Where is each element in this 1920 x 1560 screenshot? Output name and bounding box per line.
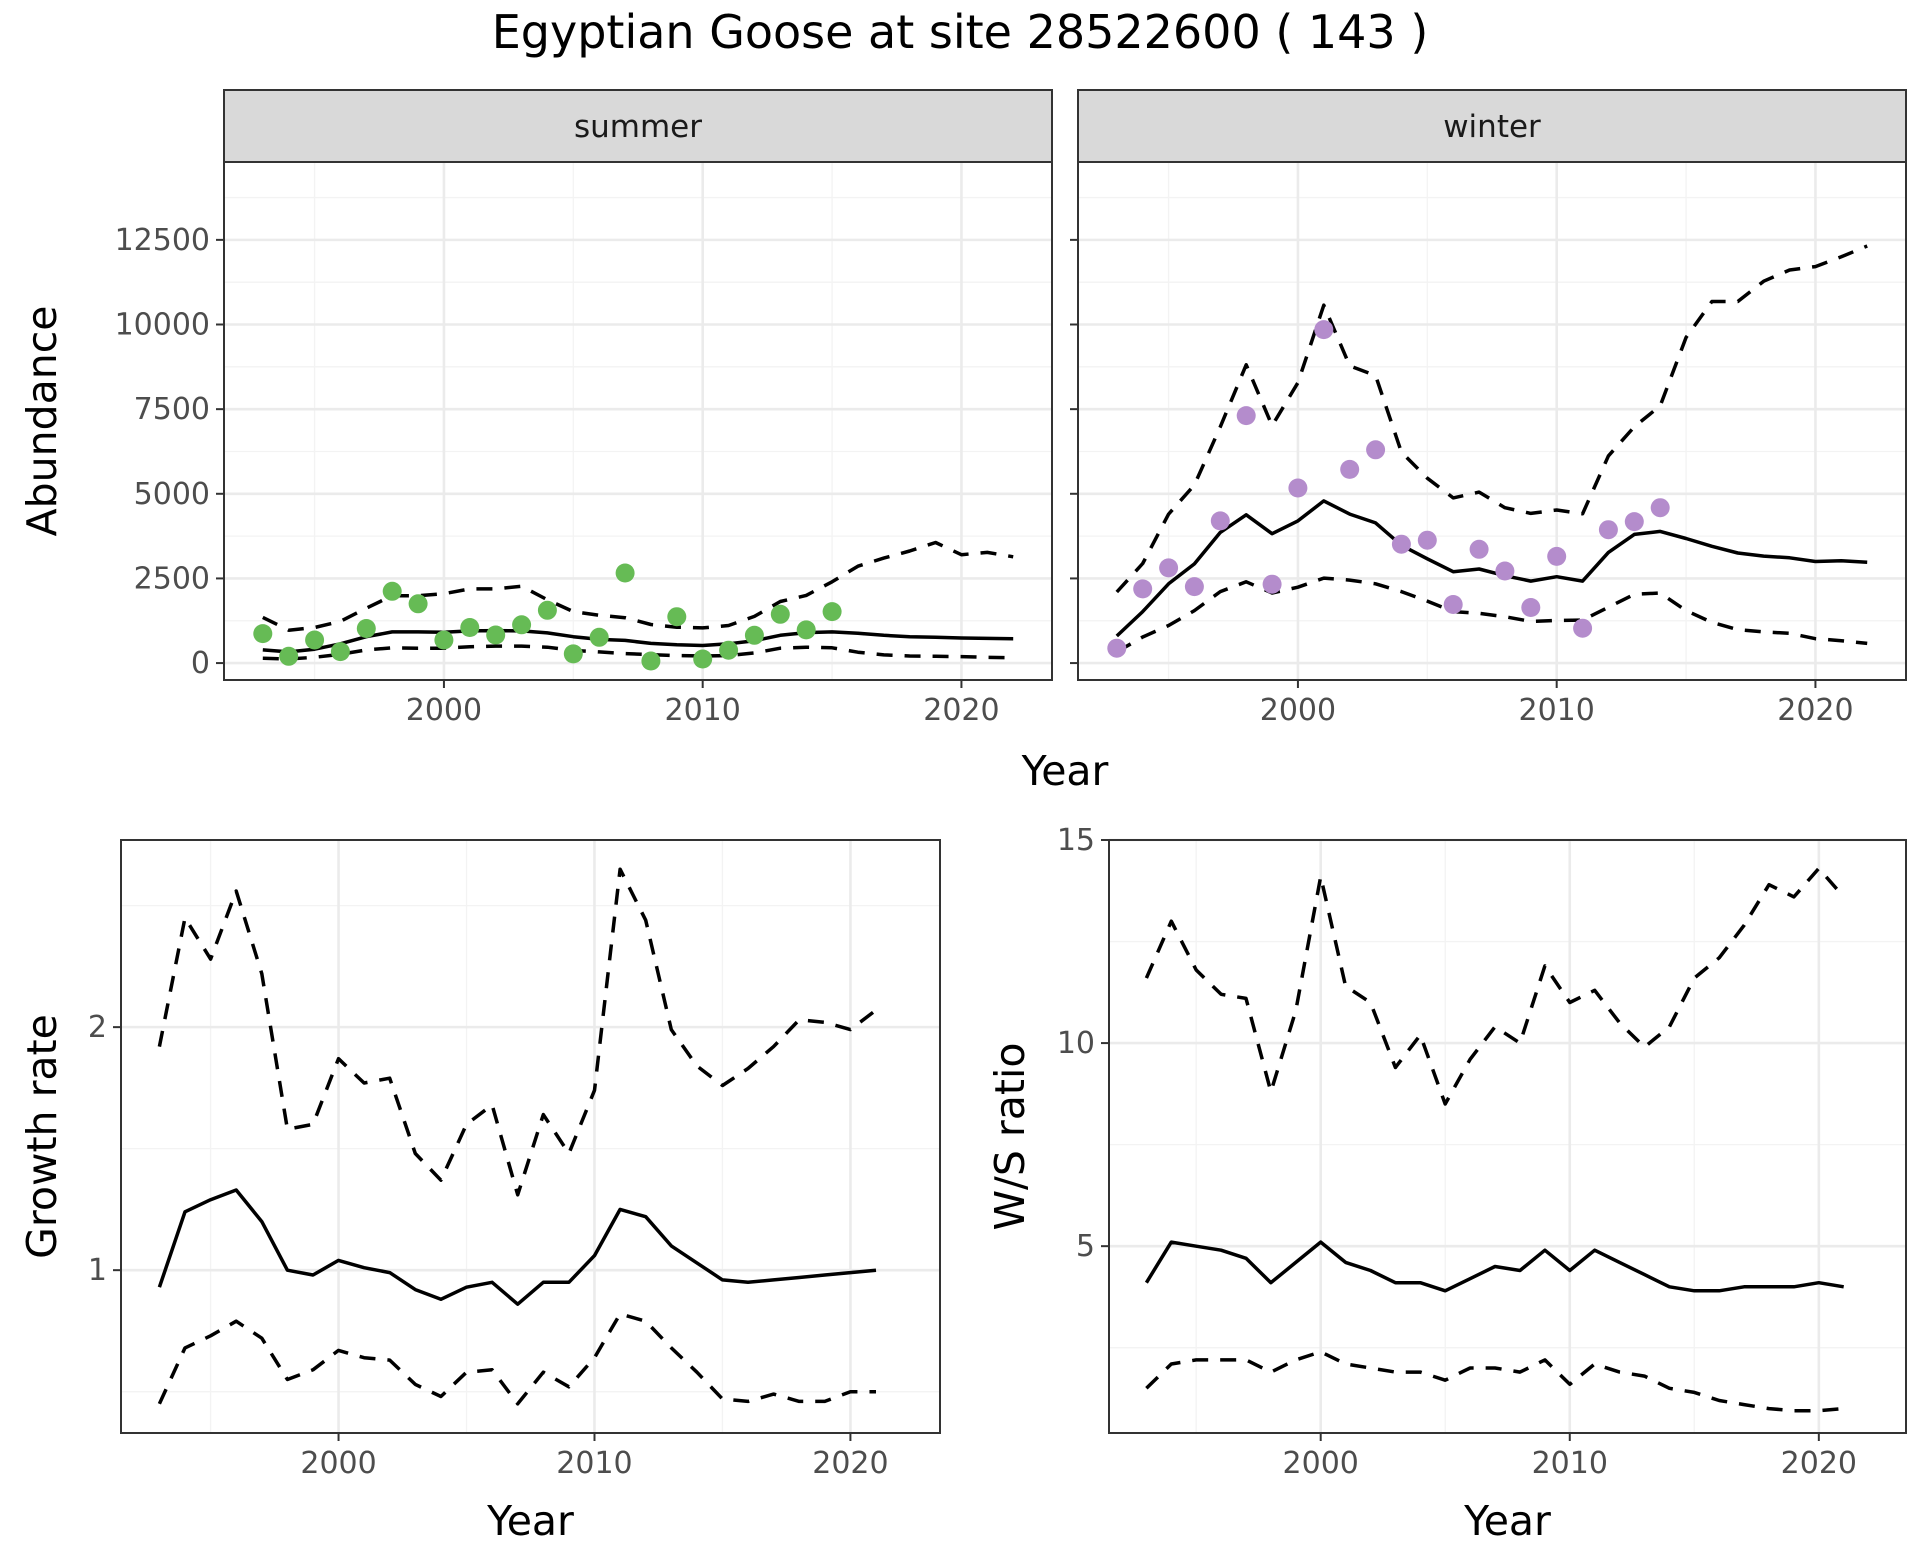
facet-strip xyxy=(1077,89,1907,163)
data-point xyxy=(1210,511,1230,531)
data-point xyxy=(1573,618,1593,638)
mean-line xyxy=(262,628,1014,654)
data-point xyxy=(279,646,299,666)
data-point xyxy=(1417,530,1437,550)
y-tick-label: 15 xyxy=(1057,823,1095,858)
data-point xyxy=(1133,579,1153,599)
mean-line xyxy=(157,1188,877,1306)
data-point xyxy=(537,600,557,620)
data-point xyxy=(356,619,376,638)
facet-strip-label: summer xyxy=(574,109,702,145)
x-tick-label: 2000 xyxy=(300,1446,376,1481)
data-point xyxy=(382,581,402,601)
y-tick-label: 7500 xyxy=(134,392,210,427)
y-tick-label: 1 xyxy=(88,1253,107,1288)
upper-bound-line xyxy=(157,867,878,1197)
data-point xyxy=(486,625,506,645)
x-tick-label: 2010 xyxy=(1519,693,1595,728)
data-point xyxy=(1598,520,1618,540)
lower-bound-line xyxy=(262,644,1014,661)
data-point xyxy=(589,627,609,647)
y-tick-label: 2 xyxy=(88,1010,107,1045)
x-tick-label: 2000 xyxy=(406,693,482,728)
upper-bound-line xyxy=(1115,244,1868,594)
data-point xyxy=(796,620,816,640)
y-axis-title-ratio: W/S ratio xyxy=(986,1043,1034,1231)
panel-ws_ratio: 2000 2010 2020 5 10 15 xyxy=(1057,823,1907,1481)
data-point xyxy=(460,618,480,637)
data-point xyxy=(1547,546,1567,566)
x-tick-label: 2010 xyxy=(556,1446,632,1481)
data-point xyxy=(822,602,842,622)
data-point xyxy=(1236,406,1256,426)
data-point xyxy=(434,630,454,650)
data-point xyxy=(1340,459,1360,479)
data-point xyxy=(1391,534,1411,554)
data-point xyxy=(693,649,713,669)
y-tick-label: 0 xyxy=(191,646,210,681)
data-point xyxy=(1288,478,1308,498)
data-point xyxy=(1314,320,1334,340)
x-tick-label: 2020 xyxy=(923,693,999,728)
data-point xyxy=(667,607,687,627)
data-point xyxy=(1107,638,1127,658)
data-point xyxy=(408,594,428,614)
data-point xyxy=(1469,539,1489,559)
facet-strip-label: winter xyxy=(1443,109,1541,145)
data-point xyxy=(1366,440,1386,460)
data-point xyxy=(770,604,790,624)
y-tick-label: 5000 xyxy=(134,477,210,512)
y-tick-label: 10 xyxy=(1057,1026,1095,1061)
x-axis-title-top: Year xyxy=(1021,747,1109,795)
y-axis-title-growth: Growth rate xyxy=(18,1014,66,1259)
y-tick-label: 5 xyxy=(1076,1229,1095,1264)
data-point xyxy=(1159,558,1179,578)
upper-bound-line xyxy=(262,540,1014,632)
data-point xyxy=(1624,512,1644,532)
chart-title: Egyptian Goose at site 28522600 ( 143 ) xyxy=(492,5,1429,59)
x-axis-title-ratio: Year xyxy=(1463,1497,1551,1545)
x-tick-label: 2020 xyxy=(1777,693,1853,728)
panel-growth: 2000 2010 2020 1 2 xyxy=(88,839,941,1481)
data-point xyxy=(641,651,661,671)
panel-border xyxy=(1108,839,1907,1434)
panel-summer: summer 2000 2010 2020 0 2500 5000 7500 10000 1250… xyxy=(115,89,1053,728)
data-point xyxy=(1184,577,1204,597)
facet-strip xyxy=(223,89,1053,163)
x-tick-label: 2020 xyxy=(812,1446,888,1481)
data-point xyxy=(719,640,739,660)
y-tick-label: 12500 xyxy=(115,223,210,258)
data-point xyxy=(563,644,583,664)
data-point xyxy=(1521,598,1541,617)
x-tick-label: 2010 xyxy=(665,693,741,728)
panel-winter: winter 2000 2010 2020 xyxy=(1070,89,1907,728)
mean-line xyxy=(1144,1240,1844,1293)
y-tick-label: 10000 xyxy=(115,308,210,343)
data-point xyxy=(1495,561,1515,581)
lower-bound-line xyxy=(1115,576,1868,654)
x-tick-label: 2000 xyxy=(1283,1446,1359,1481)
mean-line xyxy=(1115,499,1868,638)
data-point xyxy=(305,630,325,650)
data-point xyxy=(512,615,532,635)
data-point xyxy=(1650,498,1670,518)
data-point xyxy=(253,624,273,644)
x-tick-label: 2020 xyxy=(1781,1446,1857,1481)
data-point xyxy=(1443,595,1463,614)
x-axis-title-growth: Year xyxy=(486,1497,574,1545)
plot-layer: summer 2000 2010 2020 0 2500 5000 7500 10000 1250… xyxy=(18,89,1907,1545)
x-tick-label: 2010 xyxy=(1532,1446,1608,1481)
y-tick-label: 2500 xyxy=(134,561,210,596)
panel-border xyxy=(120,839,941,1434)
data-point xyxy=(615,563,635,583)
data-point xyxy=(744,625,764,645)
upper-bound-line xyxy=(1144,866,1846,1106)
y-axis-title-abundance: Abundance xyxy=(18,306,66,537)
x-tick-label: 2000 xyxy=(1260,693,1336,728)
data-point xyxy=(1262,574,1282,594)
data-point xyxy=(330,642,350,662)
lower-bound-line xyxy=(1145,1350,1844,1413)
lower-bound-line xyxy=(157,1312,876,1406)
